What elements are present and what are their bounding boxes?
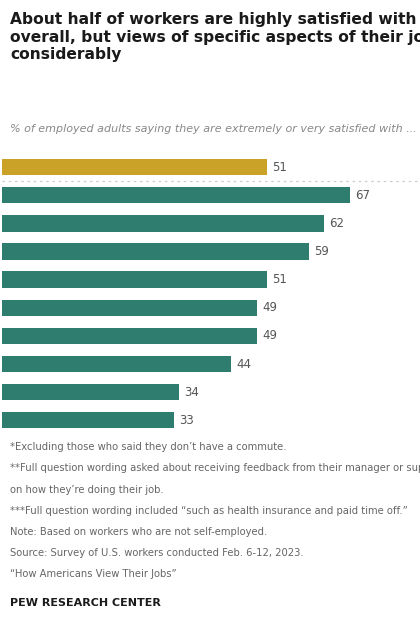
Bar [2, 384, 179, 400]
Text: 51: 51 [273, 161, 287, 174]
Bar [2, 243, 309, 260]
Text: *Excluding those who said they don’t have a commute.: *Excluding those who said they don’t hav… [10, 442, 287, 453]
Text: Source: Survey of U.S. workers conducted Feb. 6-12, 2023.: Source: Survey of U.S. workers conducted… [10, 548, 304, 558]
Text: % of employed adults saying they are extremely or very satisfied with ...: % of employed adults saying they are ext… [10, 124, 417, 134]
Text: 67: 67 [356, 189, 370, 202]
Text: About half of workers are highly satisfied with their job
overall, but views of : About half of workers are highly satisfi… [10, 12, 420, 62]
Bar [2, 300, 257, 316]
Bar [2, 216, 324, 231]
Text: 34: 34 [184, 386, 199, 399]
Bar [2, 328, 257, 344]
Text: 51: 51 [273, 273, 287, 286]
Text: 49: 49 [262, 301, 277, 314]
Bar [2, 356, 231, 372]
Bar [2, 187, 350, 204]
Bar [2, 412, 173, 428]
Text: 49: 49 [262, 329, 277, 343]
Text: 62: 62 [330, 217, 344, 230]
Text: PEW RESEARCH CENTER: PEW RESEARCH CENTER [10, 598, 161, 608]
Text: “How Americans View Their Jobs”: “How Americans View Their Jobs” [10, 569, 177, 579]
Text: on how they’re doing their job.: on how they’re doing their job. [10, 485, 164, 495]
Text: Note: Based on workers who are not self-employed.: Note: Based on workers who are not self-… [10, 527, 268, 537]
Text: 44: 44 [236, 358, 251, 370]
Bar [2, 272, 267, 288]
Bar [2, 159, 267, 175]
Text: ***Full question wording included “such as health insurance and paid time off.”: ***Full question wording included “such … [10, 506, 408, 516]
Text: **Full question wording asked about receiving feedback from their manager or sup: **Full question wording asked about rece… [10, 463, 420, 473]
Text: 59: 59 [314, 245, 329, 258]
Text: 33: 33 [179, 414, 194, 427]
